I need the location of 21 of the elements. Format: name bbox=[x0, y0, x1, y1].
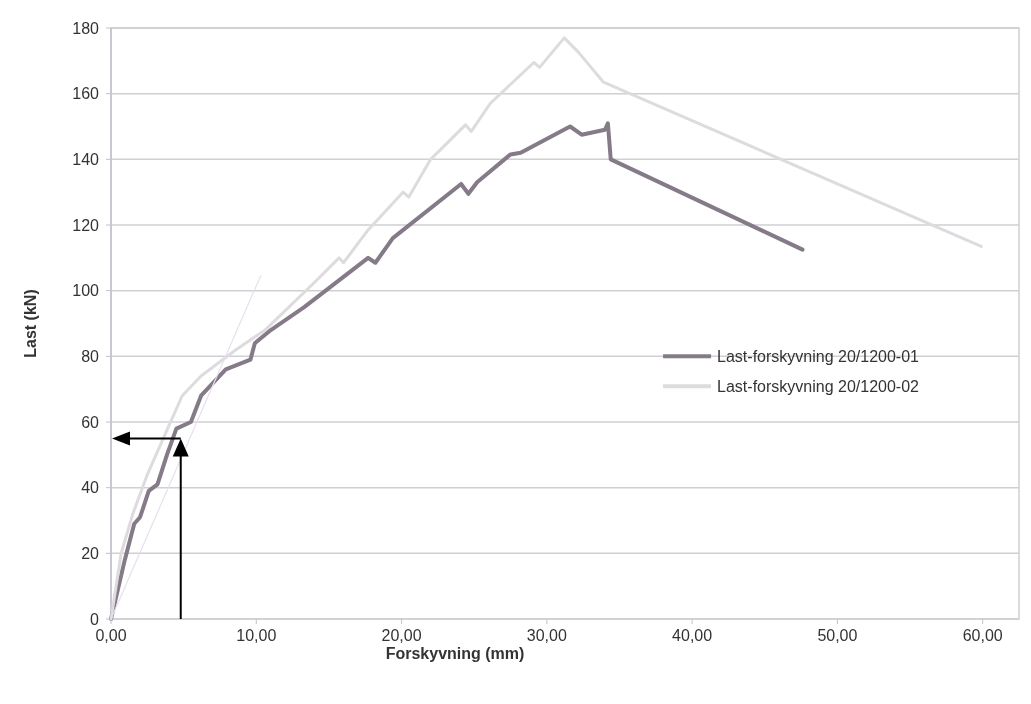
y-tick-label: 120 bbox=[72, 216, 100, 234]
x-tick-label: 40,00 bbox=[672, 627, 713, 644]
x-tick-label: 10,00 bbox=[236, 627, 277, 644]
x-axis-title: Forskyvning (mm) bbox=[385, 645, 525, 662]
y-tick-label: 0 bbox=[90, 610, 100, 628]
y-tick-label: 180 bbox=[72, 19, 100, 37]
x-tick-label: 60,00 bbox=[962, 627, 1003, 644]
y-tick-label: 160 bbox=[72, 85, 100, 103]
y-tick-label: 100 bbox=[72, 282, 100, 300]
x-tick-label: 0,00 bbox=[95, 627, 127, 644]
y-tick-label: 80 bbox=[81, 347, 100, 365]
x-tick-label: 50,00 bbox=[817, 627, 858, 644]
x-tick-label: 30,00 bbox=[526, 627, 567, 644]
y-tick-label: 40 bbox=[81, 479, 100, 497]
y-tick-label: 140 bbox=[72, 150, 100, 168]
y-axis-title: Last (kN) bbox=[22, 289, 39, 358]
x-tick-label: 20,00 bbox=[381, 627, 422, 644]
legend-label: Last-forskyvning 20/1200-02 bbox=[717, 377, 920, 395]
legend-label: Last-forskyvning 20/1200-01 bbox=[717, 347, 920, 365]
y-tick-label: 60 bbox=[81, 413, 100, 431]
y-tick-label: 20 bbox=[81, 544, 100, 562]
